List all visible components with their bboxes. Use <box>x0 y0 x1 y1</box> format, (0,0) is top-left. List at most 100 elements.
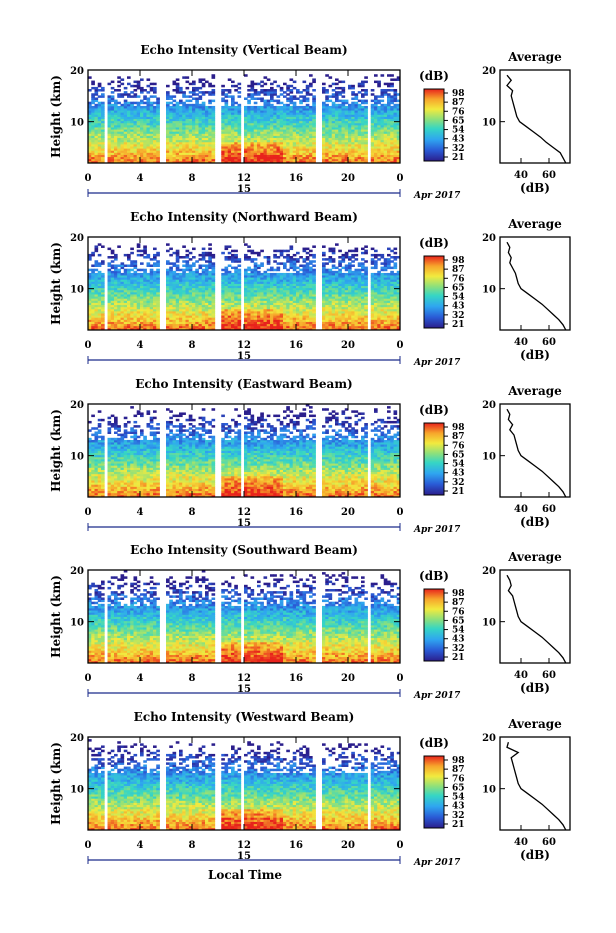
x-tick-label: 20 <box>341 173 355 184</box>
heatmap-cell <box>342 81 346 84</box>
heatmap-cell <box>293 102 297 105</box>
heatmap-cell <box>166 250 170 253</box>
heatmap-cell <box>355 93 359 96</box>
heatmap-cell <box>234 89 238 92</box>
heatmap-cell <box>228 252 232 255</box>
heatmap-cell <box>225 93 229 96</box>
heatmap-cell <box>270 83 274 86</box>
heatmap-cell <box>264 76 268 79</box>
heatmap-cell <box>251 106 255 109</box>
average-y-tick-label: 10 <box>482 118 496 129</box>
heatmap-cell <box>309 83 313 86</box>
heatmap-cell <box>257 252 261 255</box>
heatmap-cell <box>296 258 300 261</box>
heatmap-cell <box>140 87 144 90</box>
heatmap-cell <box>212 100 216 103</box>
heatmap-cell <box>290 85 294 88</box>
heatmap-cell <box>264 271 268 274</box>
heatmap-cell <box>134 81 138 84</box>
heatmap-cell <box>225 100 229 103</box>
heatmap-cell <box>147 273 151 276</box>
heatmap-cell <box>137 254 141 257</box>
heatmap-cell <box>325 74 329 77</box>
heatmap-cell <box>166 243 170 246</box>
heatmap-cell <box>280 106 284 109</box>
heatmap-cell <box>358 83 362 86</box>
heatmap-cell <box>238 258 242 261</box>
heatmap-cell <box>179 273 183 276</box>
heatmap-cell <box>98 271 102 274</box>
heatmap-cell <box>114 89 118 92</box>
heatmap-cell <box>140 254 144 257</box>
heatmap-cell <box>225 89 229 92</box>
heatmap-cell <box>384 83 388 86</box>
heatmap-cell <box>254 89 258 92</box>
heatmap-cell <box>169 267 173 270</box>
heatmap-cell <box>303 248 307 251</box>
heatmap-cell <box>205 91 209 94</box>
heatmap-cell <box>273 269 277 272</box>
heatmap-cell <box>238 83 242 86</box>
heatmap-cell <box>231 273 235 276</box>
heatmap-cell <box>325 104 329 107</box>
heatmap-cell <box>189 258 193 261</box>
heatmap-cell <box>95 87 99 90</box>
heatmap-cell <box>192 97 196 100</box>
heatmap-cell <box>91 106 95 109</box>
heatmap-cell <box>124 100 128 103</box>
heatmap-cell <box>153 87 157 90</box>
heatmap-cell <box>153 102 157 105</box>
heatmap-cell <box>179 87 183 90</box>
heatmap-cell <box>283 273 287 276</box>
heatmap-cell <box>179 256 183 259</box>
heatmap-cell <box>98 89 102 92</box>
heatmap-cell <box>299 273 303 276</box>
heatmap-cell <box>98 102 102 105</box>
heatmap-cell <box>390 106 394 109</box>
heatmap-cell <box>166 269 170 272</box>
panel-2: Echo Intensity (Northward Beam)2010Heigh… <box>49 210 570 368</box>
heatmap-cell <box>108 269 112 272</box>
average-frame <box>500 70 570 163</box>
heatmap-cell <box>91 252 95 255</box>
heatmap-cell <box>283 250 287 253</box>
heatmap-cell <box>364 89 368 92</box>
heatmap-cell <box>247 250 251 253</box>
heatmap-cell <box>273 100 277 103</box>
heatmap-cell <box>150 258 154 261</box>
heatmap-cell <box>290 106 294 109</box>
heatmap-cell <box>260 85 264 88</box>
heatmap-cell <box>332 102 336 105</box>
heatmap-cell <box>228 106 232 109</box>
heatmap-cell <box>117 264 121 267</box>
heatmap-cell <box>221 85 225 88</box>
day-label: 15 <box>237 184 251 195</box>
heatmap-cell <box>394 104 398 107</box>
heatmap-cell <box>199 78 203 81</box>
heatmap-cell <box>202 78 206 81</box>
heatmap-cell <box>231 81 235 84</box>
heatmap-cell <box>260 273 264 276</box>
heatmap-cell <box>267 273 271 276</box>
heatmap-cell <box>192 81 196 84</box>
heatmap-cell <box>169 95 173 98</box>
heatmap-cell <box>342 95 346 98</box>
heatmap-cell <box>296 252 300 255</box>
heatmap-cell <box>381 89 385 92</box>
heatmap-cell <box>176 264 180 267</box>
heatmap-cell <box>293 254 297 257</box>
heatmap-cell <box>156 260 160 263</box>
heatmap-cell <box>98 254 102 257</box>
heatmap-cell <box>111 87 115 90</box>
heatmap-cell <box>101 273 105 276</box>
heatmap-cell <box>244 74 248 77</box>
heatmap-cell <box>228 89 232 92</box>
heatmap-cell <box>195 260 199 263</box>
heatmap-cell <box>290 273 294 276</box>
heatmap-cell <box>98 95 102 98</box>
heatmap-cell <box>114 264 118 267</box>
heatmap-cell <box>140 106 144 109</box>
heatmap-cell <box>189 264 193 267</box>
heatmap-cell <box>208 243 212 246</box>
heatmap-cell <box>322 102 326 105</box>
